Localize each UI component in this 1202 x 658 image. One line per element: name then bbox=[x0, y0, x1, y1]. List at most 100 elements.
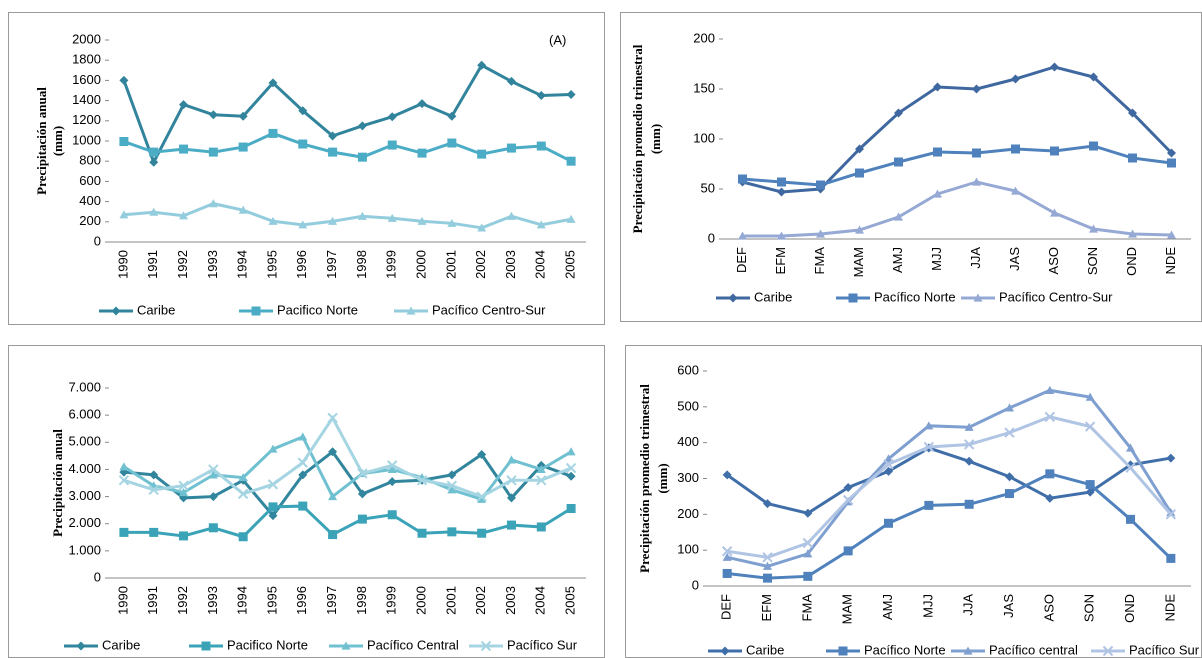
marker bbox=[506, 475, 517, 486]
x-tick-label: 2004 bbox=[533, 586, 548, 615]
x-tick-label: 1993 bbox=[205, 250, 220, 279]
marker bbox=[328, 147, 338, 157]
marker bbox=[777, 231, 786, 240]
marker bbox=[1011, 186, 1020, 195]
marker bbox=[884, 466, 893, 476]
marker bbox=[477, 149, 487, 159]
x-tick-label: 2003 bbox=[503, 250, 518, 279]
series-line bbox=[123, 434, 572, 502]
marker bbox=[763, 499, 772, 509]
marker bbox=[721, 546, 733, 557]
marker bbox=[297, 457, 308, 468]
marker bbox=[883, 458, 894, 470]
chart-panel: 0 100 200 300 400 500 600 DEF EFM FMA MAM AMJ MJJ JJA… bbox=[625, 345, 1202, 658]
x-tick-label: MJJ bbox=[929, 247, 944, 271]
x-tick-label: 1991 bbox=[145, 586, 160, 615]
marker bbox=[536, 220, 546, 229]
chart: 0 50 100 150 200 DEF EFM FMA MAM AMJ MJJ JJA JAS ASO S… bbox=[630, 30, 1191, 304]
y-tick-label: 300 bbox=[677, 470, 699, 485]
marker bbox=[298, 501, 308, 511]
chart: 0 100 200 300 400 500 600 DEF EFM FMA MAM AMJ MJJ JJA… bbox=[637, 362, 1200, 657]
chart-panel: 0 1.000 2.000 3.000 4.000 5.000 6.000 7.000 1990… bbox=[8, 345, 605, 658]
series-line bbox=[742, 180, 1172, 238]
marker bbox=[1085, 392, 1095, 401]
marker bbox=[816, 180, 825, 190]
marker bbox=[848, 293, 858, 303]
series-line bbox=[726, 415, 1172, 559]
marker bbox=[894, 212, 903, 221]
marker bbox=[208, 147, 218, 157]
y-tick-label: 1200 bbox=[72, 112, 101, 127]
marker bbox=[536, 522, 546, 532]
marker bbox=[149, 470, 159, 480]
x-tick-label: 1994 bbox=[235, 250, 250, 279]
x-tick-label: 2005 bbox=[563, 250, 578, 279]
marker bbox=[328, 131, 338, 141]
y-axis-label: (mm) bbox=[50, 126, 65, 156]
marker bbox=[447, 485, 457, 494]
legend-label: Caribe bbox=[102, 637, 140, 652]
series-line bbox=[726, 388, 1173, 568]
marker bbox=[536, 475, 547, 486]
marker bbox=[1167, 230, 1176, 239]
x-tick-label: 1993 bbox=[205, 586, 220, 615]
x-tick-label: ASO bbox=[1046, 247, 1061, 274]
marker bbox=[728, 293, 738, 303]
marker bbox=[1005, 489, 1014, 499]
marker bbox=[447, 527, 457, 537]
marker bbox=[972, 148, 981, 158]
marker bbox=[1045, 385, 1055, 394]
marker bbox=[923, 441, 935, 453]
x-tick-label: 1997 bbox=[324, 250, 339, 279]
marker bbox=[720, 646, 730, 656]
marker bbox=[566, 90, 576, 100]
marker bbox=[111, 306, 121, 316]
marker bbox=[722, 568, 732, 578]
marker bbox=[1126, 443, 1135, 452]
legend-label: Pacífico Norte bbox=[874, 289, 956, 304]
marker bbox=[416, 475, 428, 486]
marker bbox=[1084, 421, 1096, 432]
y-axis-label: Precipitación promedio trimestral bbox=[637, 384, 652, 573]
marker bbox=[149, 157, 159, 167]
marker bbox=[1167, 158, 1176, 168]
marker bbox=[268, 511, 278, 521]
y-tick-label: 600 bbox=[677, 362, 699, 377]
series-line bbox=[123, 131, 572, 163]
marker bbox=[238, 205, 248, 214]
y-tick-label: 7.000 bbox=[68, 379, 101, 394]
y-tick-label: 0 bbox=[708, 230, 715, 245]
marker bbox=[237, 488, 249, 500]
marker bbox=[298, 470, 308, 480]
x-tick-label: JJA bbox=[968, 247, 983, 269]
marker bbox=[777, 187, 786, 197]
marker bbox=[1004, 427, 1015, 438]
y-tick-label: 1400 bbox=[72, 92, 101, 107]
marker bbox=[179, 144, 189, 154]
x-tick-label: MAM bbox=[840, 594, 855, 624]
marker bbox=[238, 142, 248, 152]
marker bbox=[1089, 141, 1098, 151]
x-tick-label: JAS bbox=[1001, 594, 1016, 618]
y-tick-label: 2000 bbox=[72, 31, 101, 46]
marker bbox=[855, 168, 864, 178]
marker bbox=[208, 464, 219, 475]
chart: 0 200 400 600 800 1000 1200 1400 1600 1800 2000 199… bbox=[34, 31, 586, 317]
marker bbox=[179, 488, 189, 497]
marker bbox=[328, 530, 338, 540]
marker bbox=[536, 91, 546, 101]
x-tick-label: 1992 bbox=[175, 250, 190, 279]
marker bbox=[566, 214, 576, 223]
marker bbox=[1166, 453, 1176, 463]
x-tick-label: 1990 bbox=[115, 250, 130, 279]
x-tick-label: 1992 bbox=[175, 586, 190, 615]
marker bbox=[447, 138, 457, 148]
marker bbox=[506, 211, 516, 220]
marker bbox=[357, 152, 367, 162]
marker bbox=[777, 177, 786, 187]
x-tick-label: 1995 bbox=[264, 250, 279, 279]
marker bbox=[178, 480, 189, 491]
y-tick-label: 200 bbox=[677, 506, 699, 521]
marker bbox=[1050, 146, 1059, 156]
